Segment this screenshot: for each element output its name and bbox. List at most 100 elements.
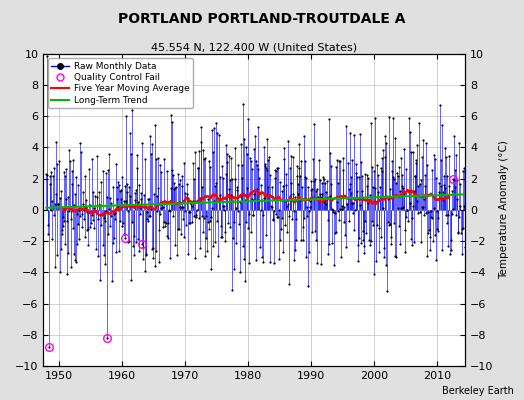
Point [384,196,392,202]
Point [211,183,220,189]
Point [193,165,202,171]
Point [150,191,158,197]
Point [304,208,313,214]
Point [170,179,179,186]
Point [78,211,86,218]
Point [312,185,321,192]
Point [187,200,195,207]
Legend: Raw Monthly Data, Quality Control Fail, Five Year Moving Average, Long-Term Tren: Raw Monthly Data, Quality Control Fail, … [48,58,193,108]
Point [194,148,203,154]
Point [394,172,402,179]
Point [439,197,447,204]
Point [334,208,342,214]
Point [387,234,396,240]
Point [73,240,82,247]
Point [329,209,337,216]
Point [406,128,414,135]
Point [118,174,127,181]
Point [386,221,395,227]
Point [288,154,297,160]
Point [130,232,138,239]
Point [176,204,184,210]
Point [321,189,330,196]
Point [300,158,309,164]
Point [259,144,268,150]
Point [308,186,316,192]
Point [349,209,357,216]
Point [202,235,211,242]
Point [58,226,66,233]
Point [348,200,357,206]
Point [85,208,93,215]
Point [274,165,282,172]
Point [123,181,131,187]
Y-axis label: Temperature Anomaly (°C): Temperature Anomaly (°C) [499,140,509,279]
Point [88,156,96,162]
Point [169,171,178,178]
Point [275,256,283,263]
Point [275,207,283,214]
Point [440,182,449,188]
Point [97,179,105,186]
Point [312,236,320,243]
Point [445,183,454,189]
Point [62,166,71,172]
Point [79,189,87,195]
Point [298,184,306,190]
Point [371,114,379,121]
Point [373,222,381,228]
Point [231,176,239,182]
Point [51,201,60,207]
Point [374,189,383,196]
Point [226,177,234,183]
Point [354,174,363,180]
Point [444,242,452,249]
Point [425,227,433,234]
Point [188,202,196,209]
Point [421,172,429,178]
Point [181,208,189,214]
Point [294,165,303,171]
Point [390,176,398,183]
Point [277,226,285,232]
Point [236,192,245,199]
Point [180,234,189,240]
Point [310,121,318,127]
Point [183,195,192,201]
Point [339,167,347,173]
Point [205,218,214,224]
Point [391,134,400,141]
Point [179,204,188,210]
Point [131,197,139,203]
Point [342,201,351,207]
Point [426,234,434,240]
Point [202,212,210,219]
Point [43,172,51,178]
Point [52,139,61,145]
Point [326,150,334,156]
Point [299,215,308,222]
Point [43,53,52,60]
Point [392,254,400,260]
Point [187,198,195,205]
Point [114,203,122,209]
Point [331,230,339,236]
Point [327,163,335,169]
Point [74,221,82,227]
Text: PORTLAND PORTLAND-TROUTDALE A: PORTLAND PORTLAND-TROUTDALE A [118,12,406,26]
Point [381,154,389,161]
Point [402,166,411,172]
Point [337,205,346,212]
Point [225,186,233,192]
Point [134,236,143,243]
Point [60,169,69,175]
Point [260,162,269,169]
Point [366,242,374,248]
Point [300,133,308,139]
Point [326,181,335,187]
Point [356,202,364,208]
Point [398,172,407,178]
Point [96,276,105,283]
Point [289,256,298,263]
Point [151,122,159,128]
